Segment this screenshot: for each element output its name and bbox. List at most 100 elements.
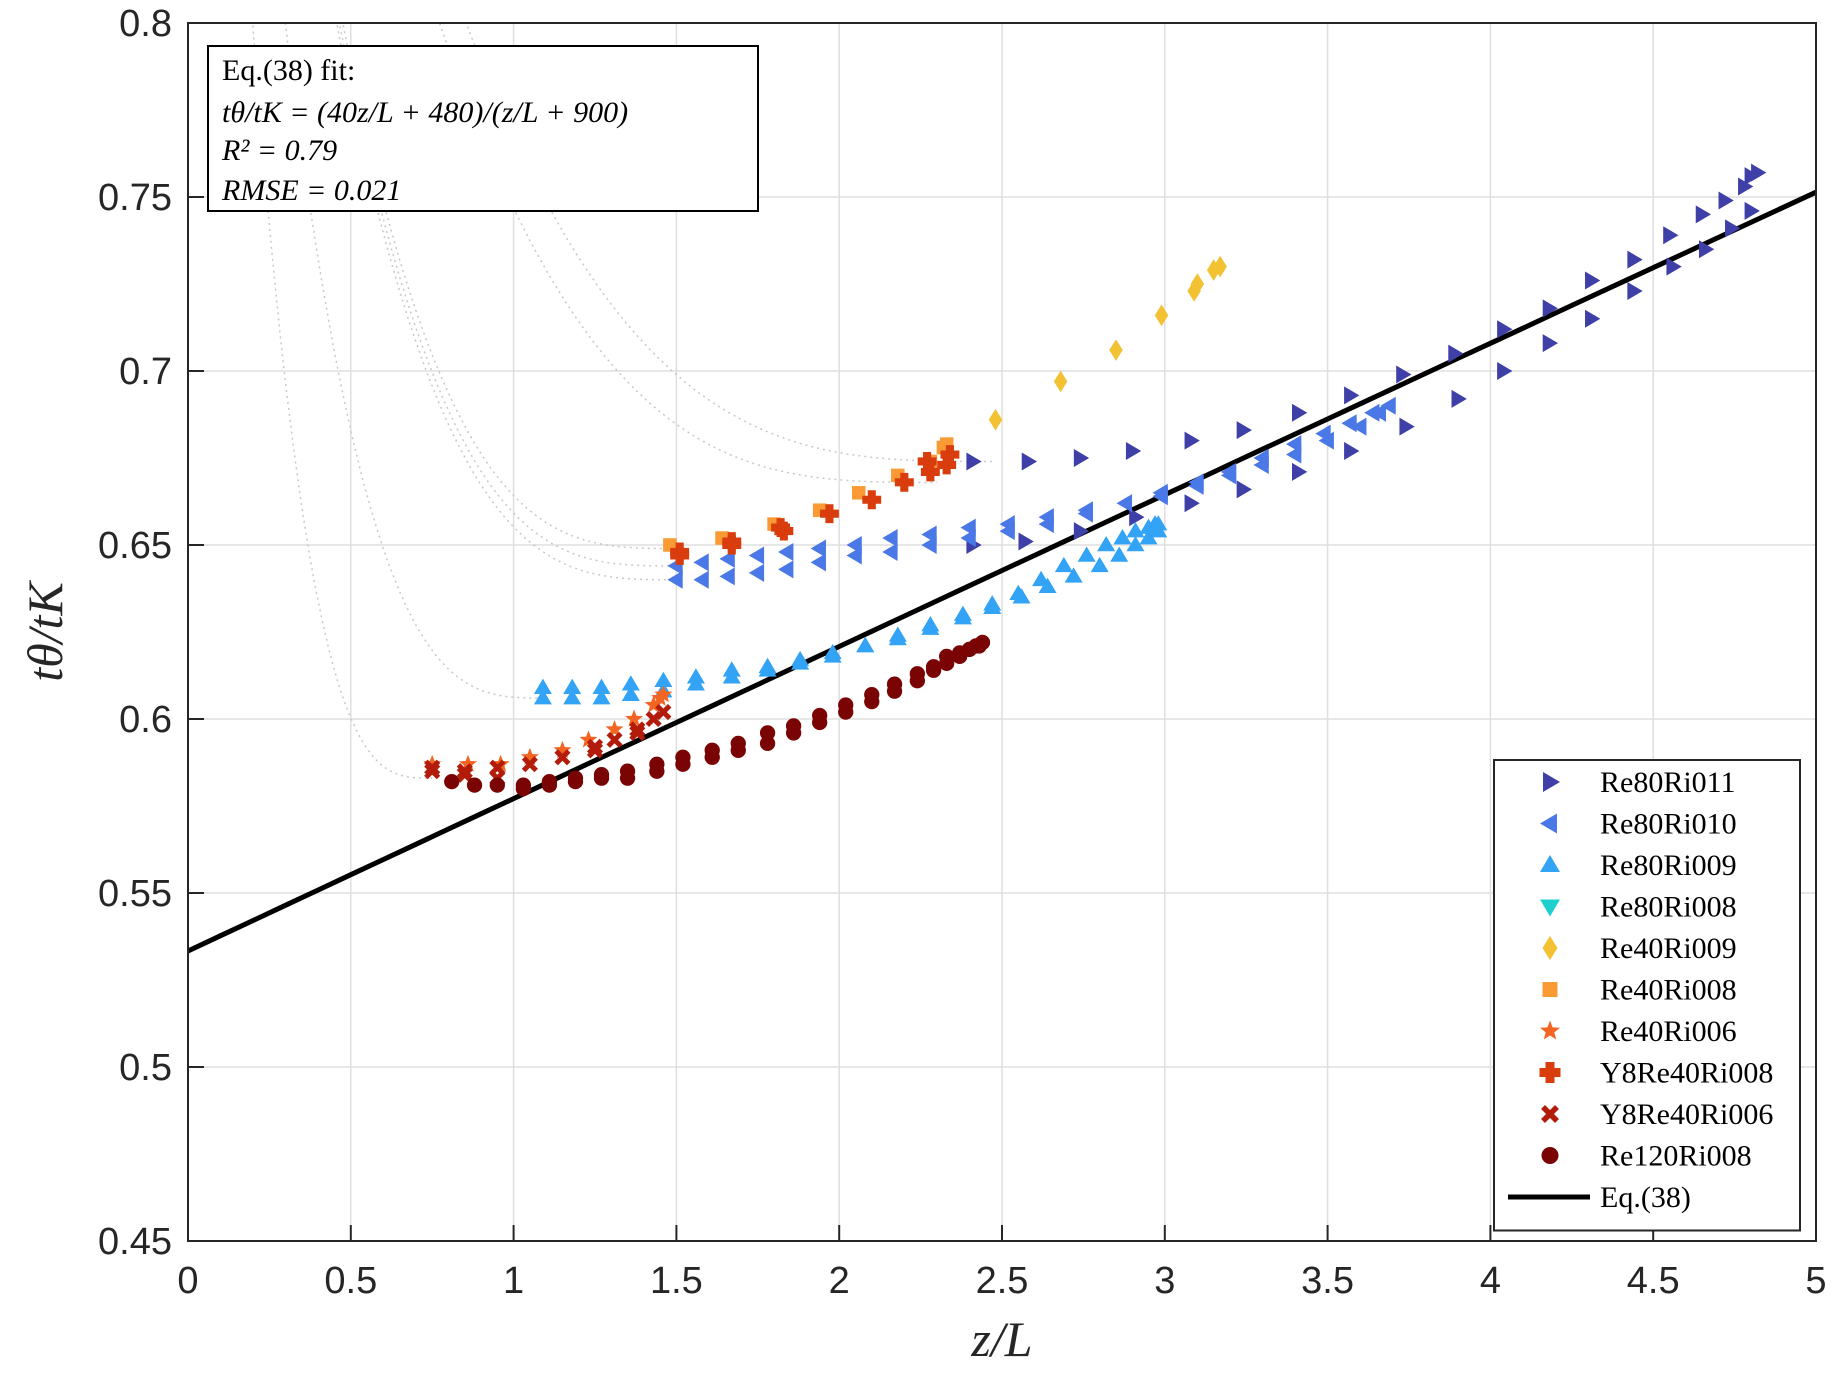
series-Re80Ri010 (667, 396, 1396, 589)
point-Y8Re40Ri008 (937, 455, 957, 475)
point-Re120Ri008 (812, 714, 828, 731)
guide-curve (438, 23, 937, 484)
point-Re80Ri011 (1184, 494, 1200, 513)
point-Re40Ri009 (1154, 304, 1169, 327)
point-Re80Ri011 (1695, 205, 1712, 224)
point-Re80Ri011 (1497, 362, 1513, 380)
point-Y8Re40Ri008 (894, 472, 914, 492)
legend-label: Re80Ri011 (1600, 766, 1736, 799)
point-Y8Re40Ri008 (771, 518, 791, 538)
point-Re40Ri009 (1213, 255, 1227, 278)
point-Re80Ri011 (966, 452, 982, 471)
point-Re80Ri010 (1152, 487, 1168, 506)
y-tick-label: 0.45 (98, 1221, 172, 1263)
point-Re80Ri010 (1188, 476, 1204, 495)
point-Re80Ri011 (1399, 417, 1415, 436)
point-Y8Re40Ri008 (819, 504, 839, 524)
point-Re40Ri006 (605, 720, 624, 738)
fit-line-group (186, 189, 1818, 954)
point-Re80Ri010 (667, 570, 683, 589)
point-Re80Ri011 (1663, 226, 1679, 245)
legend-marker-Re80Ri009 (1540, 855, 1560, 872)
guide-curve (342, 23, 677, 550)
point-Re80Ri010 (846, 546, 862, 565)
legend-label: Y8Re40Ri008 (1600, 1057, 1773, 1090)
legend-marker-Re80Ri008 (1540, 899, 1560, 917)
x-tick-label: 5 (1805, 1260, 1826, 1302)
series-Y8Re40Ri008 (670, 445, 960, 565)
point-Re80Ri009 (1097, 536, 1116, 552)
legend-label: Re40Ri008 (1600, 974, 1737, 1007)
point-Re120Ri008 (886, 683, 903, 699)
point-Re80Ri011 (1542, 334, 1559, 353)
point-Re80Ri011 (1542, 299, 1559, 318)
point-Re80Ri009 (1012, 588, 1031, 604)
legend-marker-Y8Re40Ri008 (1539, 1062, 1561, 1083)
point-Y8Re40Ri006-stroke (424, 759, 441, 776)
point-Re80Ri011 (1018, 532, 1034, 551)
point-Re40Ri006 (553, 740, 572, 758)
point-Re120Ri008 (785, 725, 802, 741)
point-Re80Ri011 (1448, 344, 1464, 363)
legend-label: Y8Re40Ri006 (1600, 1098, 1773, 1131)
point-Re120Ri008 (971, 638, 987, 654)
point-Re80Ri010 (748, 563, 765, 582)
point-Re120Ri008 (925, 662, 942, 678)
legend-marker-Y8Re40Ri006 (1541, 1105, 1559, 1123)
legend-item: Y8Re40Ri006 (1541, 1098, 1773, 1131)
point-Re40Ri008 (851, 486, 866, 500)
series-Re40Ri009 (988, 255, 1227, 431)
point-Re80Ri009 (563, 678, 582, 694)
series-Re40Ri008 (663, 437, 954, 552)
point-Re80Ri010 (778, 560, 794, 579)
series-Re120Ri008 (444, 634, 991, 797)
point-Re80Ri011 (1184, 431, 1200, 450)
point-Re120Ri008 (515, 780, 532, 797)
point-Re120Ri008 (838, 704, 854, 720)
y-tick-label: 0.55 (98, 873, 172, 915)
point-Re80Ri011 (1344, 442, 1360, 461)
point-Re80Ri011 (1451, 389, 1467, 408)
point-Y8Re40Ri008 (722, 535, 742, 555)
legend-label: Eq.(38) (1600, 1181, 1691, 1214)
point-Re80Ri009 (1038, 577, 1057, 594)
point-Re120Ri008 (489, 777, 505, 793)
point-Re80Ri011 (1125, 442, 1142, 461)
y-axis-label: tθ/tK (17, 580, 73, 682)
legend-label: Re80Ri009 (1600, 849, 1737, 882)
point-Re40Ri009 (1190, 273, 1205, 295)
x-tick-label: 4.5 (1627, 1260, 1680, 1302)
annotation-frame (207, 45, 759, 212)
legend-marker-Re80Ri010 (1540, 813, 1557, 834)
legend-marker-Re80Ri011 (1543, 772, 1560, 792)
point-Re80Ri011 (1021, 452, 1038, 471)
point-Re80Ri011 (1585, 271, 1601, 290)
point-Y8Re40Ri008 (670, 542, 690, 562)
legend-marker-Re40Ri006 (1540, 1020, 1560, 1040)
point-Re80Ri011 (1698, 240, 1715, 259)
point-Re80Ri011 (1744, 201, 1760, 220)
point-Y8Re40Ri008 (920, 462, 940, 482)
point-Re120Ri008 (567, 773, 584, 790)
point-Re80Ri010 (960, 529, 976, 548)
point-Re80Ri009 (621, 675, 640, 691)
point-Y8Re40Ri006 (424, 759, 441, 776)
point-Re80Ri011 (1751, 163, 1767, 182)
point-Re80Ri010 (719, 567, 735, 586)
legend: Re80Ri011 Re80Ri010 Re80Ri009 Re80Ri008 Re40… (1493, 759, 1801, 1232)
point-Re120Ri008 (938, 655, 955, 671)
legend-item: Re40Ri008 (1542, 974, 1737, 1007)
point-Y8Re40Ri006-stroke (521, 756, 538, 773)
point-Re80Ri009 (1077, 546, 1096, 562)
point-Re80Ri010 (693, 553, 709, 572)
point-Re80Ri010 (1253, 455, 1269, 474)
legend-label: Re40Ri006 (1600, 1015, 1737, 1048)
point-Re80Ri009 (621, 685, 640, 701)
legend-item: Re80Ri010 (1540, 808, 1737, 841)
point-Re80Ri009 (953, 609, 972, 625)
point-Re80Ri010 (1286, 445, 1302, 464)
point-Re40Ri006 (644, 695, 663, 713)
legend-item: Re120Ri008 (1541, 1140, 1752, 1173)
legend-label: Re120Ri008 (1600, 1140, 1752, 1173)
